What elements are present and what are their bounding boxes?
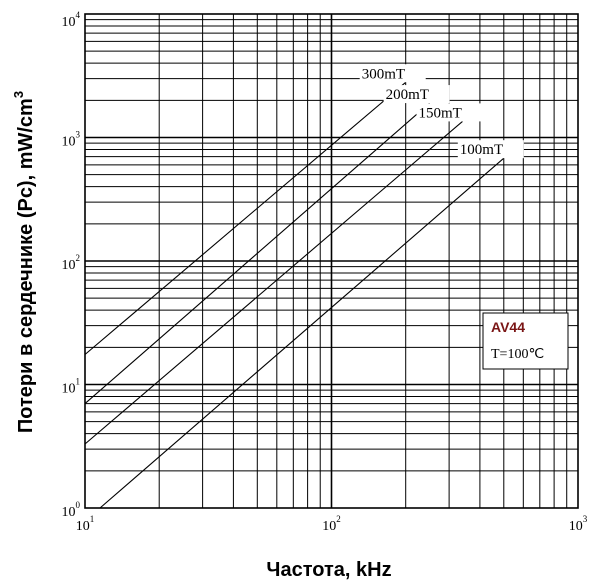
series-label-bg <box>457 140 524 159</box>
legend-box: AV44 T=100℃ <box>482 312 569 370</box>
series-label-bg <box>359 64 426 83</box>
series-line-150mT <box>84 120 463 445</box>
series-label-200mT: 200mT <box>386 87 429 103</box>
series-line-100mT <box>99 157 505 509</box>
y-axis-title: Потери в сердечнике (Pc), mW/cm3 <box>11 91 37 433</box>
x-tick-label: 103 <box>569 514 588 534</box>
y-axis-title-sup: 3 <box>11 91 26 98</box>
series-labels: 300mT 200mT 150mT 100mT <box>359 64 524 159</box>
legend-text: T=100℃ <box>491 347 544 362</box>
y-tick-label: 100 <box>62 500 81 520</box>
plot-frame <box>84 13 579 509</box>
x-axis-title: Частота, kHz <box>266 559 391 581</box>
y-tick-label: 104 <box>62 10 81 30</box>
y-tick-label: 102 <box>62 253 81 273</box>
grid <box>84 13 579 509</box>
x-tick-label: 101 <box>76 514 95 534</box>
y-axis-title-main: Потери в сердечнике (Pc), mW/cm <box>15 98 37 433</box>
x-tick-label: 102 <box>322 514 341 534</box>
series-line-200mT <box>84 102 430 405</box>
series-label-150mT: 150mT <box>419 105 462 121</box>
series-label-bg <box>416 103 483 122</box>
y-tick-label: 103 <box>62 130 81 150</box>
series-line-300mT <box>84 81 407 355</box>
series-label-300mT: 300mT <box>362 66 405 82</box>
series-label-bg <box>383 85 450 104</box>
y-tick-label: 101 <box>62 377 81 397</box>
series-lines <box>84 81 505 509</box>
legend-title: AV44 <box>491 319 525 335</box>
series-label-100mT: 100mT <box>460 142 503 158</box>
